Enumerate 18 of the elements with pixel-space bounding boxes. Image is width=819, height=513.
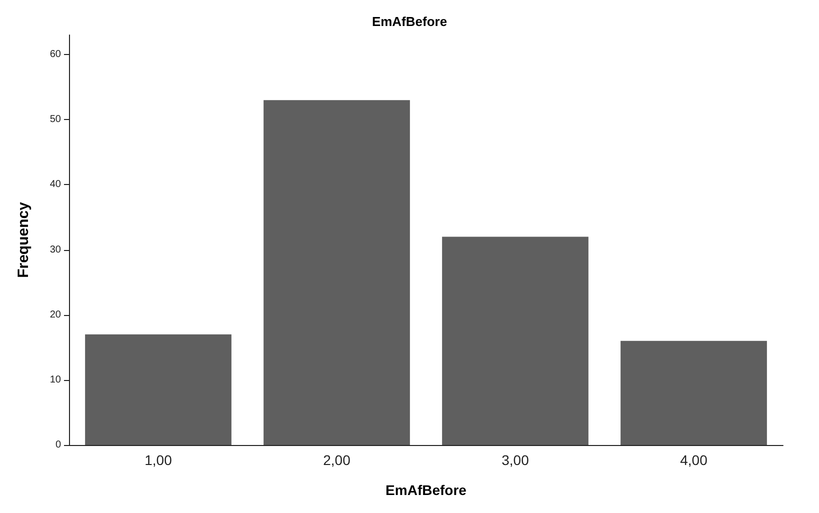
bar — [85, 334, 232, 445]
y-tick-label: 30 — [50, 244, 62, 256]
y-axis-title: Frequency — [15, 201, 32, 278]
bar — [620, 340, 767, 445]
x-tick-label: 3,00 — [502, 452, 530, 468]
y-tick-label: 60 — [50, 49, 62, 60]
bar — [264, 100, 410, 445]
x-tick-label: 1,00 — [144, 452, 172, 468]
y-tick-label: 20 — [50, 309, 62, 320]
y-tick-label: 0 — [55, 440, 62, 450]
y-tick-label: 40 — [50, 179, 62, 190]
y-tick-label: 10 — [50, 374, 62, 386]
x-tick-label: 2,00 — [323, 452, 351, 468]
y-tick-label: 50 — [50, 114, 62, 126]
x-tick-label: 4,00 — [680, 452, 708, 468]
chart-title: EmAfBefore — [372, 14, 448, 29]
bar — [442, 236, 588, 445]
x-axis-title: EmAfBefore — [386, 482, 467, 498]
